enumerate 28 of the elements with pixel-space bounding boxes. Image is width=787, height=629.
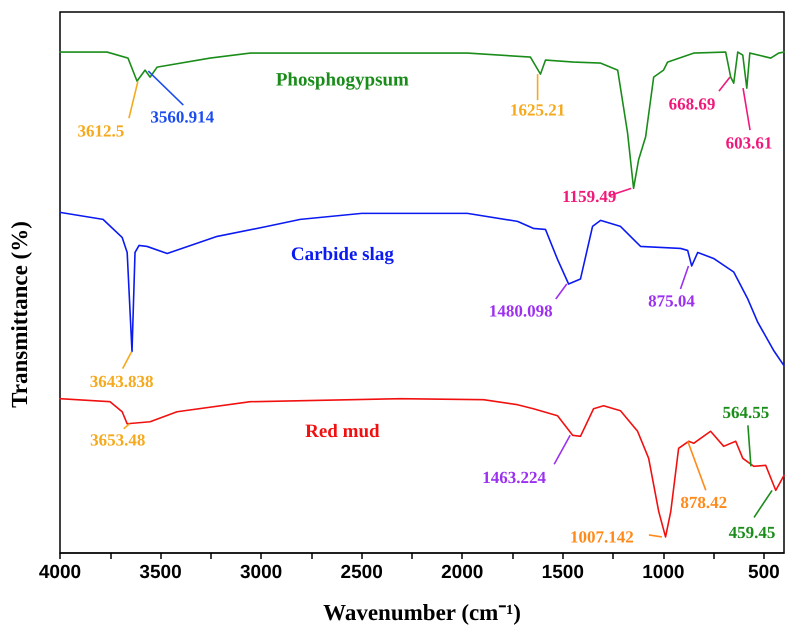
x-tick-label: 2500 [340, 562, 383, 583]
series-label: Red mud [305, 421, 380, 442]
annotation: 603.61 [726, 134, 772, 153]
annotation: 3612.5 [78, 122, 124, 141]
annotation: 3643.838 [90, 372, 154, 392]
x-tick-label: 4000 [38, 562, 82, 583]
annotation: 564.55 [722, 402, 770, 422]
series-label: Carbide slag [290, 244, 394, 265]
x-tick-label: 3500 [139, 562, 182, 583]
annotation: 3560.914 [150, 108, 215, 127]
annotation: 1007.142 [570, 527, 634, 546]
y-axis-title: Transmittance (%) [7, 221, 32, 408]
x-tick-label: 3000 [240, 562, 282, 583]
series-label: Phosphogypsum [276, 70, 410, 91]
annotation: 459.45 [728, 522, 776, 542]
x-tick-label: 1500 [542, 562, 584, 583]
annotation: 3653.48 [90, 430, 146, 450]
annotation: 1159.49 [562, 186, 616, 206]
x-tick-label: 2000 [441, 562, 484, 583]
annotation: 1625.21 [510, 100, 566, 120]
annotation: 1480.098 [488, 302, 553, 321]
annotation: 875.04 [648, 291, 696, 310]
annotation: 878.42 [680, 492, 728, 512]
x-axis-title: Wavenumber (cm⁻¹) [323, 600, 521, 625]
annotation: 668.69 [668, 94, 716, 114]
x-tick-label: 1000 [642, 562, 684, 583]
x-tick-label: 500 [748, 562, 780, 583]
annotation: 1463.224 [482, 468, 547, 487]
